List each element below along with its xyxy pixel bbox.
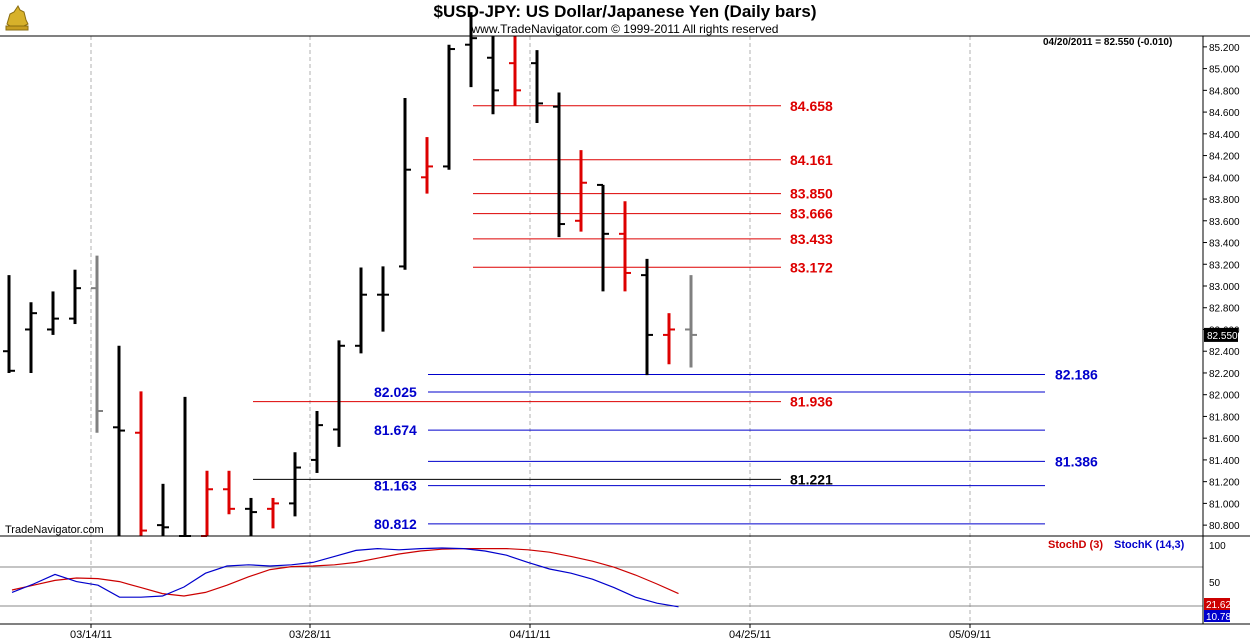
stochk-last-box xyxy=(1204,610,1230,622)
ohlc-bar xyxy=(377,266,389,332)
ohlc-bar xyxy=(289,452,301,517)
y-tick-label: 84.600 xyxy=(1209,108,1240,119)
level-label: 84.161 xyxy=(790,152,833,168)
level-label: 80.812 xyxy=(374,516,417,532)
stochastic-panel xyxy=(11,547,679,608)
y-tick-label: 81.200 xyxy=(1209,478,1240,489)
ohlc-bar xyxy=(25,302,37,373)
y-tick-label: 83.200 xyxy=(1209,260,1240,271)
ohlc-bar xyxy=(333,340,345,447)
y-tick-label: 83.800 xyxy=(1209,195,1240,206)
ohlc-bar xyxy=(553,92,565,238)
stochd-last-box xyxy=(1204,598,1230,610)
y-tick-label: 83.600 xyxy=(1209,217,1240,228)
chart-title: $USD-JPY: US Dollar/Japanese Yen (Daily … xyxy=(433,2,817,21)
ohlc-bar xyxy=(223,470,235,515)
last-price-box xyxy=(1204,327,1238,342)
y-tick-label: 85.000 xyxy=(1209,65,1240,76)
y-tick-label: 82.000 xyxy=(1209,391,1240,402)
ohlc-bar xyxy=(597,183,609,292)
ohlc-bar xyxy=(443,44,455,170)
ohlc-bar xyxy=(267,497,279,529)
legend-stochk: StochK (14,3) xyxy=(1114,539,1185,551)
y-tick-label: 81.800 xyxy=(1209,412,1240,423)
last-quote: 04/20/2011 = 82.550 (-0.010) xyxy=(1043,37,1173,48)
level-label: 83.850 xyxy=(790,186,833,202)
ohlc-bar xyxy=(641,258,653,376)
ohlc-bar xyxy=(311,411,323,473)
ohlc-bar xyxy=(135,391,147,536)
watermark: TradeNavigator.com xyxy=(5,524,104,536)
y-tick-label: 84.000 xyxy=(1209,173,1240,184)
osc-series-line xyxy=(11,547,679,597)
osc-tick-label: 100 xyxy=(1209,541,1226,552)
ohlc-bar xyxy=(355,267,367,354)
level-label: 81.221 xyxy=(790,471,833,487)
osc-series-line xyxy=(11,547,679,608)
ohlc-bar xyxy=(663,313,675,365)
ohlc-bar xyxy=(399,97,411,270)
level-label: 82.186 xyxy=(1055,366,1098,382)
y-tick-label: 84.200 xyxy=(1209,152,1240,163)
bull-logo-icon xyxy=(5,5,29,31)
ohlc-bar xyxy=(487,36,499,115)
ohlc-bar xyxy=(157,483,169,536)
x-tick-label: 03/14/11 xyxy=(70,629,112,641)
y-tick-label: 80.800 xyxy=(1209,521,1240,532)
ohlc-bar xyxy=(619,201,631,292)
y-tick-label: 81.400 xyxy=(1209,456,1240,467)
ohlc-bar xyxy=(3,275,15,373)
y-tick-label: 83.400 xyxy=(1209,239,1240,250)
ohlc-bar xyxy=(69,269,81,325)
stochd-last-label: 21.62 xyxy=(1206,600,1231,611)
y-tick-label: 83.000 xyxy=(1209,282,1240,293)
y-tick-label: 82.200 xyxy=(1209,369,1240,380)
y-tick-label: 81.600 xyxy=(1209,434,1240,445)
grid xyxy=(0,36,1203,624)
ohlc-bar xyxy=(179,396,191,537)
axes: 80.800 81.000 81.200 81.400 81.600 81.800 82.0… xyxy=(0,35,1250,641)
level-label: 82.025 xyxy=(374,384,417,400)
ohlc-bars xyxy=(3,12,697,537)
ohlc-bar xyxy=(47,291,59,335)
level-label: 83.433 xyxy=(790,231,833,247)
level-label: 81.386 xyxy=(1055,453,1098,469)
ohlc-bar xyxy=(531,50,543,123)
ohlc-bar xyxy=(245,497,257,536)
x-tick-label: 04/11/11 xyxy=(509,629,550,641)
ohlc-bar xyxy=(421,137,433,194)
osc-tick-label: 50 xyxy=(1209,578,1221,589)
level-label: 81.674 xyxy=(374,422,417,438)
ohlc-bar xyxy=(685,275,697,368)
level-label: 84.658 xyxy=(790,98,833,114)
y-tick-label: 84.800 xyxy=(1209,86,1240,97)
stochk-last-label: 10.78 xyxy=(1206,612,1231,623)
y-tick-label: 84.400 xyxy=(1209,130,1240,141)
ohlc-bar xyxy=(465,12,477,88)
copyright-subtitle: www.TradeNavigator.com © 1999-2011 All r… xyxy=(471,22,779,36)
x-tick-label: 05/09/11 xyxy=(949,629,991,641)
y-tick-label: 81.000 xyxy=(1209,499,1240,510)
x-tick-label: 04/25/11 xyxy=(729,629,771,641)
level-label: 81.936 xyxy=(790,394,833,410)
ohlc-bar xyxy=(91,255,103,433)
ohlc-bar xyxy=(201,470,213,537)
fibonacci-levels: 84.658 84.161 83.850 83.666 83.433 83.172 82.1… xyxy=(253,98,1098,532)
legend-stochd: StochD (3) xyxy=(1048,539,1103,551)
y-tick-label: 82.400 xyxy=(1209,347,1240,358)
last-price-label: 82.550 xyxy=(1207,331,1238,342)
y-tick-label: 82.800 xyxy=(1209,304,1240,315)
level-label: 83.172 xyxy=(790,259,833,275)
ohlc-bar xyxy=(575,150,587,232)
y-tick-label: 85.200 xyxy=(1209,43,1240,54)
x-tick-label: 03/28/11 xyxy=(289,629,331,641)
level-label: 83.666 xyxy=(790,206,833,222)
ohlc-bar xyxy=(113,345,125,536)
level-label: 81.163 xyxy=(374,478,417,494)
ohlc-bar xyxy=(509,36,521,106)
